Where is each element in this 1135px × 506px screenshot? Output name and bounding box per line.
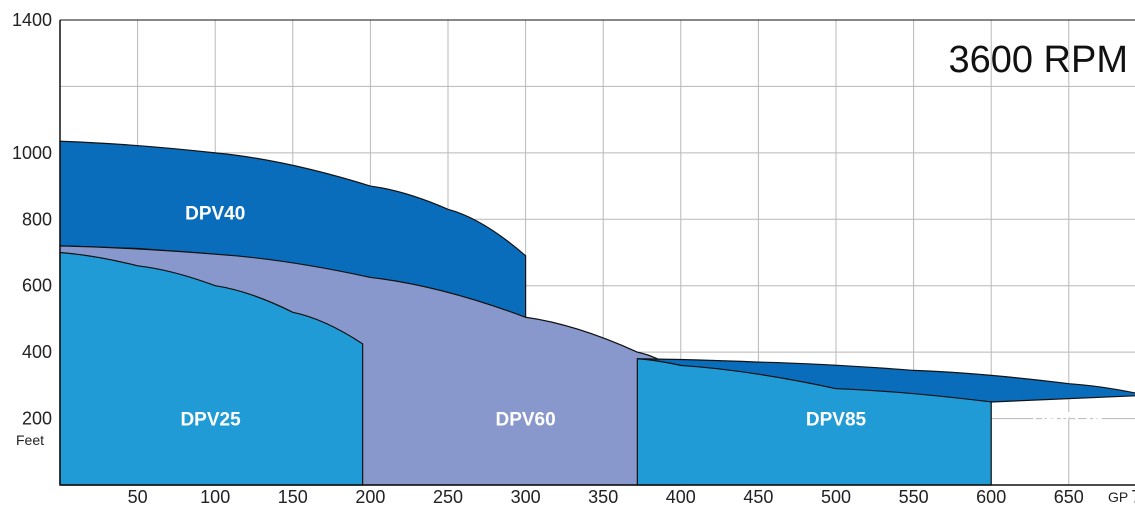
x-tick-label: 600 [976, 487, 1006, 506]
y-tick-label: 1400 [12, 10, 52, 30]
region-labels: DPV40 DPV60 DPV25 DPV125 DPV85 [180, 204, 1103, 431]
x-axis-label: GP [1108, 489, 1128, 505]
x-tick-label: 150 [278, 487, 308, 506]
region-label-dpv60: DPV60 [495, 410, 555, 431]
region-label-dpv40: DPV40 [185, 204, 245, 225]
pump-regions [59, 140, 1135, 486]
x-tick-label: 650 [1054, 487, 1084, 506]
region-label-dpv85: DPV85 [806, 410, 867, 431]
y-tick-label: 600 [22, 276, 52, 296]
region-label-dpv25: DPV25 [180, 410, 241, 431]
x-tick-label: 500 [821, 487, 851, 506]
x-tick-label: 200 [355, 487, 385, 506]
x-tick-label: 100 [200, 487, 230, 506]
y-tick-label: 400 [22, 342, 52, 362]
x-tick-label: 250 [433, 487, 463, 506]
axes: 50 100 150 200 250 300 350 400 450 500 550 600 650 70… [12, 10, 1135, 506]
x-tick-label: 400 [666, 487, 696, 506]
region-dpv25 [59, 251, 364, 486]
x-tick-label: 350 [588, 487, 618, 506]
chart-title: 3600 RPM [948, 39, 1128, 81]
region-label-dpv125: DPV125 [1032, 410, 1103, 431]
x-tick-label: 50 [128, 487, 148, 506]
y-tick-label: 1000 [12, 143, 52, 163]
region-dpv85 [636, 358, 992, 486]
y-axis-label: Feet [16, 432, 44, 448]
y-tick-label: 800 [22, 209, 52, 229]
x-tick-label: 450 [743, 487, 773, 506]
x-tick-label: 300 [511, 487, 541, 506]
x-tick-label: 700 [1131, 487, 1135, 506]
region-dpv40 [59, 140, 527, 319]
region-dpv125 [637, 358, 1135, 403]
x-tick-label: 550 [899, 487, 929, 506]
y-tick-label: 200 [22, 409, 52, 429]
